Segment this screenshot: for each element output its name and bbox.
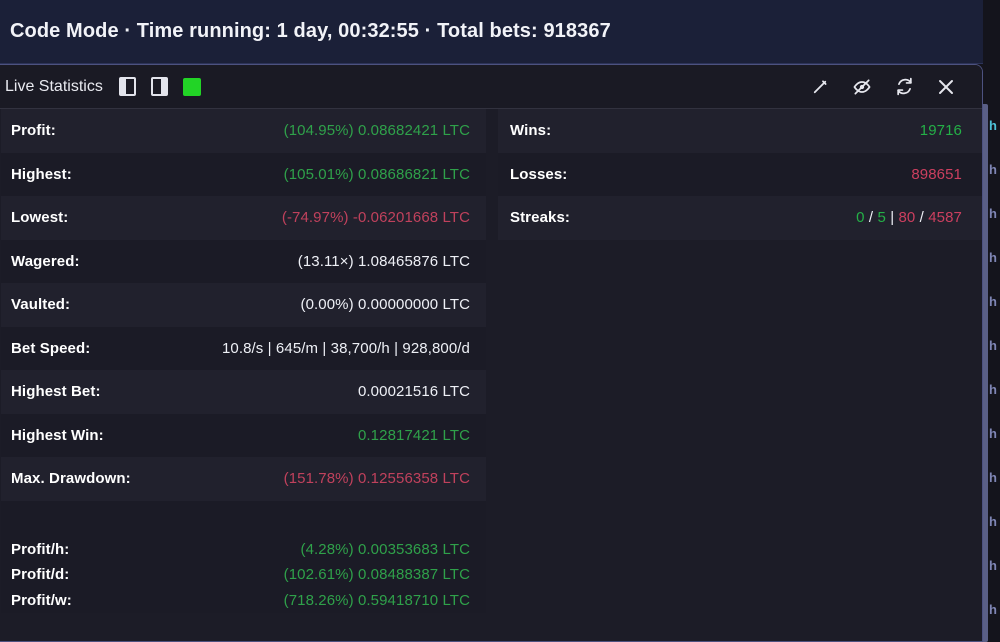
stats-column-right: Wins: 19716 Losses: 898651 Streaks: 0 / … xyxy=(497,109,982,240)
titlebar-text: Code Mode · Time running: 1 day, 00:32:5… xyxy=(10,20,611,42)
stat-value: (4.28%) 0.00353683 LTC xyxy=(300,540,471,558)
stat-row-wagered: Wagered: (13.11×) 1.08465876 LTC xyxy=(1,239,487,283)
stat-row-wins: Wins: 19716 xyxy=(497,109,982,153)
background-log-line: h xyxy=(989,558,997,573)
stat-row-vaulted: Vaulted: (0.00%) 0.00000000 LTC xyxy=(1,283,487,327)
background-log-lines: h h h h h h h h h h h h xyxy=(988,104,1000,642)
stat-value: (151.78%) 0.12556358 LTC xyxy=(283,470,471,488)
streak-best-loss: 4587 xyxy=(928,209,962,227)
background-log-line: h xyxy=(989,338,997,353)
stat-row-profit-per-day: Profit/d: (102.61%) 0.08488387 LTC xyxy=(1,562,487,588)
stat-value: 0.12817421 LTC xyxy=(357,426,471,444)
stats-column-left: Profit: (104.95%) 0.08682421 LTC Highest… xyxy=(0,109,487,613)
stat-value: (0.00%) 0.00000000 LTC xyxy=(300,296,471,314)
stat-label: Losses: xyxy=(509,165,568,183)
panel-right-icon[interactable] xyxy=(150,77,168,96)
refresh-icon[interactable] xyxy=(894,77,914,97)
live-statistics-panel: Live Statistics xyxy=(0,64,983,642)
stat-label: Max. Drawdown: xyxy=(11,470,131,488)
stat-label: Wagered: xyxy=(11,252,80,270)
streak-current-loss: 80 xyxy=(898,209,916,227)
stat-row-streaks: Streaks: 0 / 5 | 80 / 4587 xyxy=(497,196,982,240)
stat-value: (-74.97%) -0.06201668 LTC xyxy=(281,209,471,227)
stat-label: Lowest: xyxy=(11,209,69,227)
stat-label: Highest Win: xyxy=(11,426,104,444)
stat-row-lowest: Lowest: (-74.97%) -0.06201668 LTC xyxy=(1,196,487,240)
stat-value: 898651 xyxy=(911,165,962,183)
streak-best-win: 5 xyxy=(877,209,886,227)
stat-row-max-drawdown: Max. Drawdown: (151.78%) 0.12556358 LTC xyxy=(1,457,487,501)
streak-separator: / xyxy=(868,209,874,227)
stat-label: Wins: xyxy=(509,122,552,140)
stat-row-bet-speed: Bet Speed: 10.8/s | 645/m | 38,700/h | 9… xyxy=(1,326,487,370)
stat-value: (105.01%) 0.08686821 LTC xyxy=(283,165,471,183)
stat-row-profit: Profit: (104.95%) 0.08682421 LTC xyxy=(1,109,487,153)
background-log-line: h xyxy=(989,294,997,309)
panel-title: Live Statistics xyxy=(5,77,103,95)
background-log-line: h xyxy=(989,602,997,617)
background-log-line: h xyxy=(989,162,997,177)
stat-value: (718.26%) 0.59418710 LTC xyxy=(283,591,471,609)
column-divider xyxy=(486,109,498,641)
stat-row-highest-bet: Highest Bet: 0.00021516 LTC xyxy=(1,370,487,414)
stat-value: (102.61%) 0.08488387 LTC xyxy=(283,566,471,584)
background-log-line: h xyxy=(989,470,997,485)
stat-value: 10.8/s | 645/m | 38,700/h | 928,800/d xyxy=(221,339,471,357)
status-square-icon[interactable] xyxy=(182,77,201,96)
stat-label: Profit: xyxy=(11,122,56,140)
panel-header-right-icons xyxy=(810,77,968,97)
stat-label: Bet Speed: xyxy=(11,339,91,357)
background-log-line: h xyxy=(989,206,997,221)
stat-label: Profit/w: xyxy=(11,591,72,609)
stat-row-highest: Highest: (105.01%) 0.08686821 LTC xyxy=(1,152,487,196)
stat-value: (13.11×) 1.08465876 LTC xyxy=(297,252,471,270)
streak-divider: | xyxy=(890,209,895,227)
streak-separator: / xyxy=(919,209,924,227)
panel-left-icon[interactable] xyxy=(118,77,136,96)
stat-label: Profit/h: xyxy=(11,540,70,558)
background-log-line: h xyxy=(989,514,997,529)
streak-current-win: 0 xyxy=(856,209,865,227)
stat-row-highest-win: Highest Win: 0.12817421 LTC xyxy=(1,413,487,457)
stat-value: 19716 xyxy=(919,122,962,140)
column-spacer xyxy=(1,500,487,537)
eye-off-icon[interactable] xyxy=(852,77,872,97)
stat-label: Highest: xyxy=(11,165,72,183)
close-icon[interactable] xyxy=(936,77,956,97)
background-log-line: h xyxy=(989,426,997,441)
stat-value: 0.00021516 LTC xyxy=(357,383,471,401)
pencil-icon[interactable] xyxy=(810,77,830,97)
stat-label: Streaks: xyxy=(509,209,570,227)
stat-row-profit-per-week: Profit/w: (718.26%) 0.59418710 LTC xyxy=(1,587,487,613)
stat-value: (104.95%) 0.08682421 LTC xyxy=(283,122,471,140)
stat-label: Vaulted: xyxy=(11,296,71,314)
stat-label: Profit/d: xyxy=(11,566,70,584)
panel-body: Profit: (104.95%) 0.08682421 LTC Highest… xyxy=(0,109,982,641)
stat-value-streaks: 0 / 5 | 80 / 4587 xyxy=(856,209,962,226)
background-log-line: h xyxy=(989,382,997,397)
titlebar: Code Mode · Time running: 1 day, 00:32:5… xyxy=(0,0,983,64)
stat-row-losses: Losses: 898651 xyxy=(497,152,982,196)
panel-header-left-icons xyxy=(118,77,201,96)
panel-header: Live Statistics xyxy=(0,65,982,109)
stat-row-profit-per-hour: Profit/h: (4.28%) 0.00353683 LTC xyxy=(1,536,487,562)
vertical-scrollbar[interactable] xyxy=(980,104,988,642)
stat-label: Highest Bet: xyxy=(11,383,101,401)
background-log-line: h xyxy=(989,250,997,265)
background-log-line: h xyxy=(989,118,997,133)
